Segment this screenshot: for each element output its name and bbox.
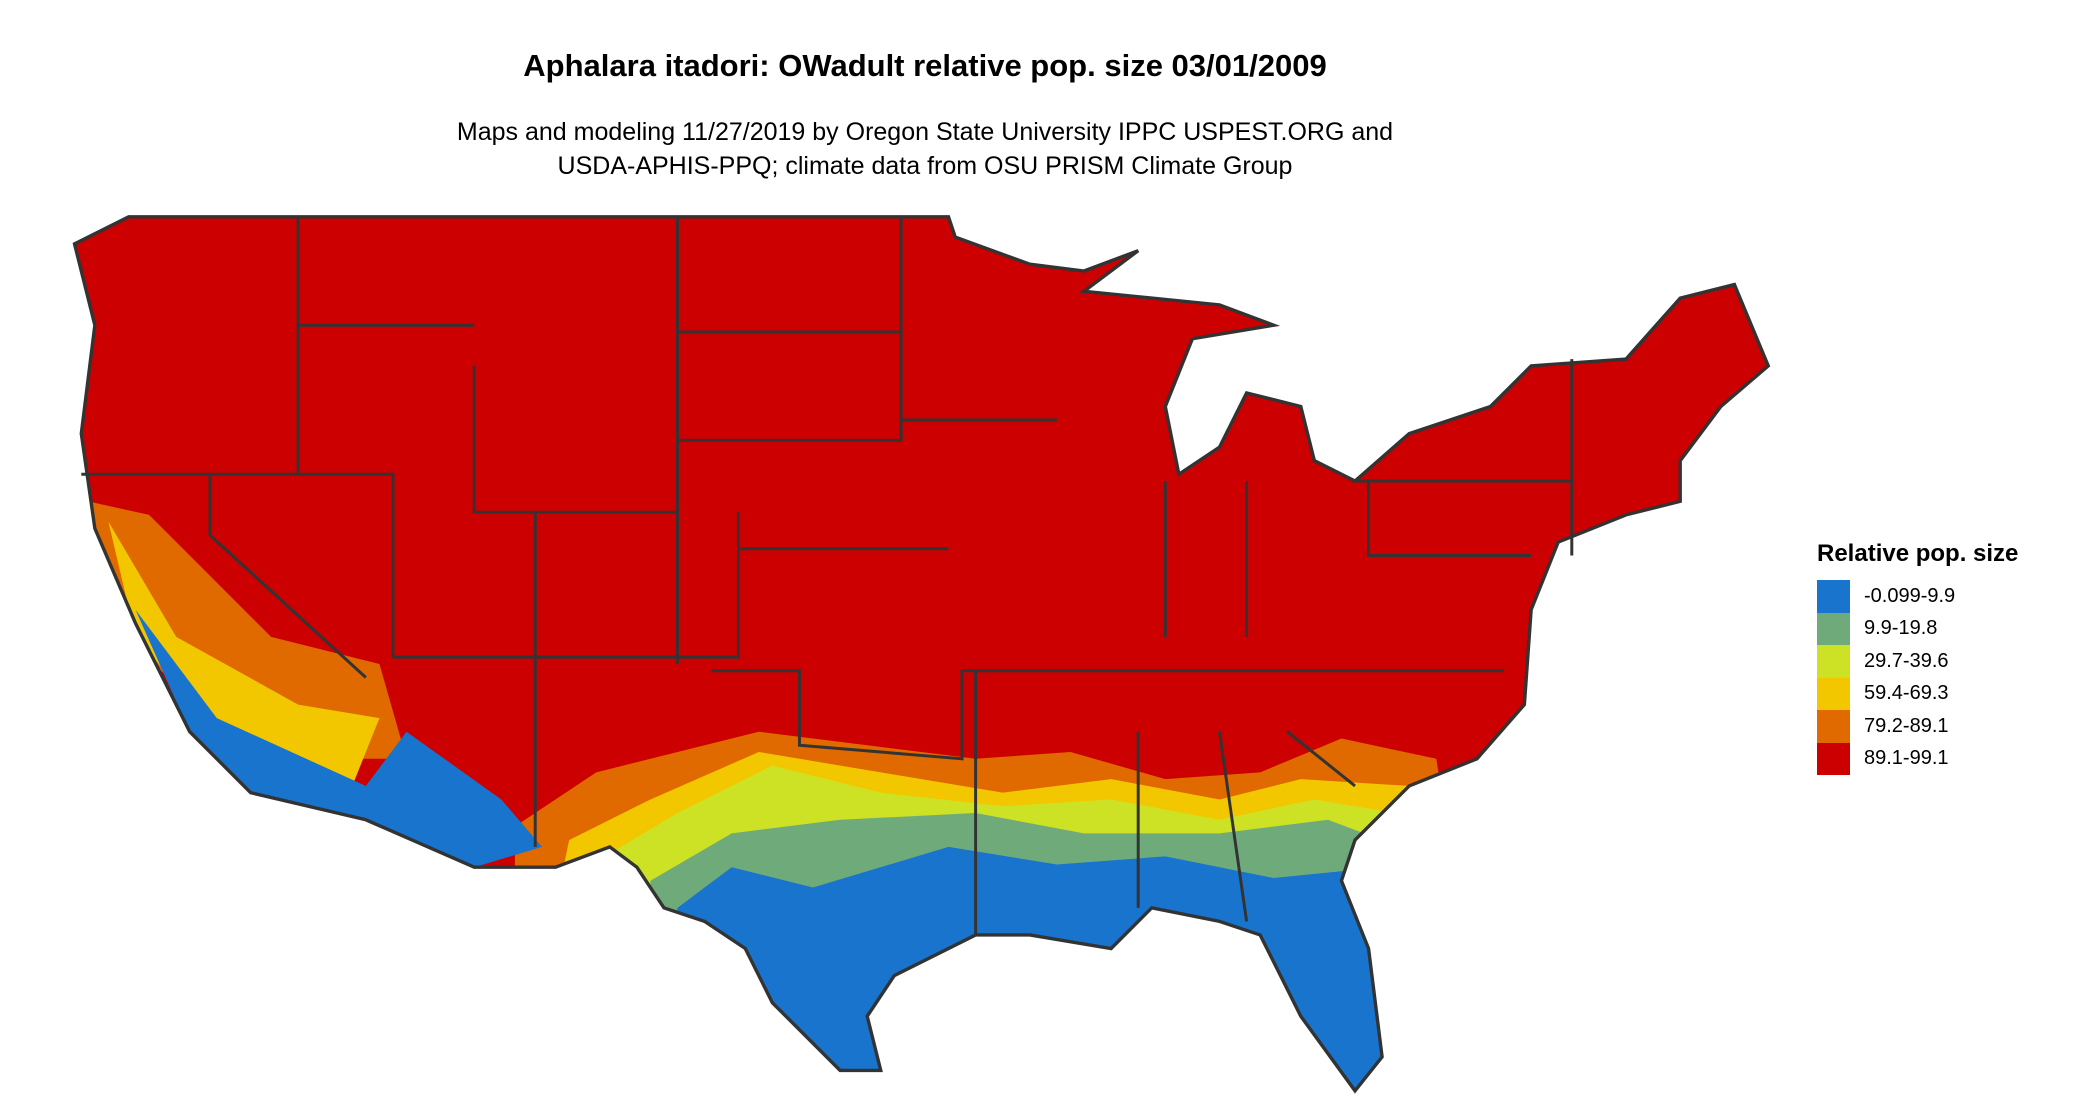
legend-label: 9.9-19.8 bbox=[1864, 617, 1938, 640]
legend-label: -0.099-9.9 bbox=[1864, 584, 1956, 607]
legend-label: 59.4-69.3 bbox=[1864, 682, 1949, 705]
legend-swatch bbox=[1817, 710, 1850, 743]
map-subtitle-line-2: USDA-APHIS-PPQ; climate data from OSU PR… bbox=[557, 152, 1293, 180]
legend-item: 9.9-19.8 bbox=[1817, 612, 2018, 645]
state-borders bbox=[81, 216, 1574, 935]
legend: Relative pop. size -0.099-9.9 9.9-19.8 29.… bbox=[1817, 540, 2018, 775]
legend-swatch bbox=[1817, 580, 1850, 613]
map-title: Aphalara itadori: OWadult relative pop. … bbox=[523, 48, 1327, 83]
legend-swatch bbox=[1817, 645, 1850, 678]
legend-item: 89.1-99.1 bbox=[1817, 742, 2018, 775]
legend-item: 79.2-89.1 bbox=[1817, 710, 2018, 743]
legend-swatch bbox=[1817, 742, 1850, 775]
legend-swatch bbox=[1817, 612, 1850, 645]
region-89-red bbox=[74, 216, 1769, 1091]
legend-title: Relative pop. size bbox=[1817, 540, 2019, 567]
map-subtitle-line-1: Maps and modeling 11/27/2019 by Oregon S… bbox=[456, 118, 1394, 146]
california-orange bbox=[81, 501, 407, 759]
legend-label: 79.2-89.1 bbox=[1864, 714, 1949, 737]
legend-label: 89.1-99.1 bbox=[1864, 747, 1949, 770]
legend-item: 59.4-69.3 bbox=[1817, 677, 2018, 710]
california-blue bbox=[135, 609, 542, 868]
region-0-blue bbox=[650, 846, 1491, 1091]
legend-swatch bbox=[1817, 677, 1850, 710]
legend-label: 29.7-39.6 bbox=[1864, 649, 1949, 672]
legend-item: -0.099-9.9 bbox=[1817, 580, 2018, 613]
legend-item: 29.7-39.6 bbox=[1817, 645, 2018, 678]
california-yellow bbox=[108, 521, 380, 786]
us-outline-border bbox=[72, 215, 1771, 1094]
